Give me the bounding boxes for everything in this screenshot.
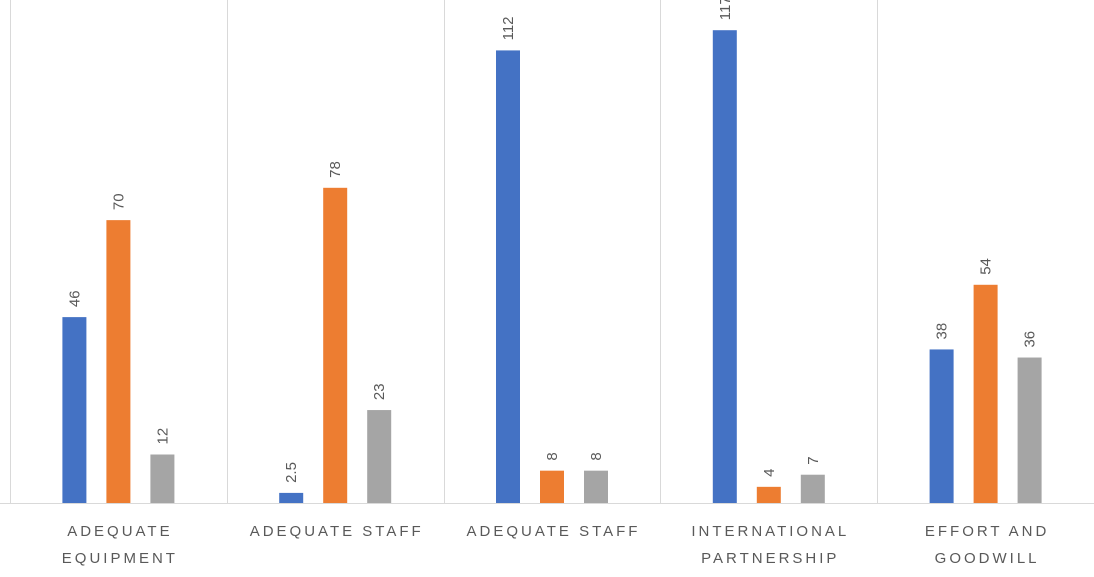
category-label-0-line-1: EQUIPMENT xyxy=(62,550,178,567)
category-label-2-line-0: ADEQUATE STAFF xyxy=(467,523,641,540)
bar-0-series-1 xyxy=(106,220,131,503)
data-label-0-series-2: 12 xyxy=(154,428,171,445)
category-label-3-line-1: PARTNERSHIP xyxy=(701,550,839,567)
category-label-1-line-0: ADEQUATE STAFF xyxy=(250,523,424,540)
bar-1-series-1 xyxy=(323,187,348,503)
bar-2-series-1 xyxy=(540,470,564,503)
data-label-3-series-2: 7 xyxy=(805,456,822,464)
data-label-3-series-0: 117 xyxy=(717,0,734,20)
bar-2-series-0 xyxy=(496,50,520,503)
data-label-1-series-2: 23 xyxy=(371,383,388,400)
data-label-2-series-0: 112 xyxy=(500,16,517,40)
data-label-4-series-0: 38 xyxy=(934,323,951,340)
bar-0-series-2 xyxy=(150,454,175,503)
category-labels-group: ADEQUATE EQUIPMENT ADEQUATE STAFF ADEQUATE … xyxy=(62,523,1049,567)
category-label-4-line-0: EFFORT AND xyxy=(925,523,1049,540)
data-label-4-series-1: 54 xyxy=(978,258,995,275)
category-separators xyxy=(10,0,878,503)
category-label-0-line-0: ADEQUATE xyxy=(67,523,172,540)
data-labels-group: 46 70 12 2.5 78 23 112 8 8 117 4 7 38 54 36 xyxy=(66,0,1038,483)
data-label-0-series-0: 46 xyxy=(66,290,83,307)
category-label-3-line-0: INTERNATIONAL xyxy=(691,523,849,540)
bar-4-series-0 xyxy=(929,349,954,503)
data-label-2-series-2: 8 xyxy=(588,452,605,460)
data-label-1-series-0: 2.5 xyxy=(283,462,300,483)
data-label-2-series-1: 8 xyxy=(544,452,561,460)
bar-1-series-0 xyxy=(279,492,304,503)
bar-0-series-0 xyxy=(62,317,87,503)
bar-1-series-2 xyxy=(367,410,392,503)
category-label-4-line-1: GOODWILL xyxy=(935,550,1040,567)
data-label-3-series-1: 4 xyxy=(761,468,778,476)
bar-3-series-0 xyxy=(712,30,737,503)
bars-group xyxy=(62,30,1042,503)
bar-4-series-1 xyxy=(973,284,998,503)
bar-2-series-2 xyxy=(584,470,608,503)
bar-3-series-1 xyxy=(756,486,781,503)
bar-3-series-2 xyxy=(800,474,825,503)
data-label-1-series-1: 78 xyxy=(327,161,344,178)
data-label-4-series-2: 36 xyxy=(1022,331,1039,348)
data-label-0-series-1: 70 xyxy=(110,193,127,210)
bar-4-series-2 xyxy=(1017,357,1042,503)
